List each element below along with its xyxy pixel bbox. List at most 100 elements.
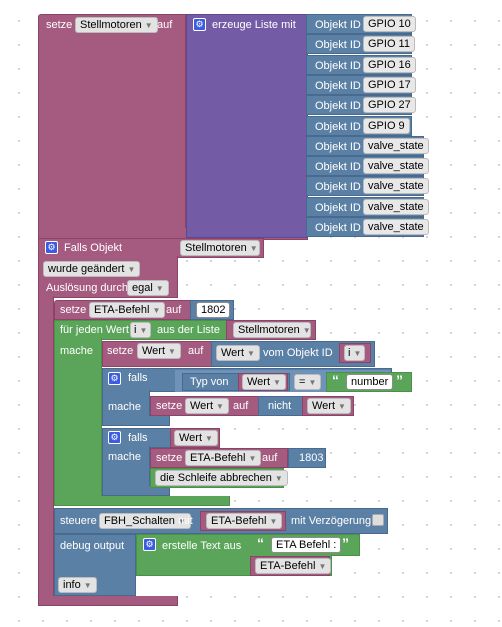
from-list-label: aus der Liste bbox=[157, 324, 220, 336]
close-quote-icon: ” bbox=[342, 535, 349, 551]
to-label: auf bbox=[188, 345, 204, 357]
string-field-number[interactable]: number bbox=[346, 374, 394, 390]
debug-level-dropdown[interactable]: info ▼ bbox=[58, 577, 97, 593]
object-id-value[interactable]: GPIO 11 bbox=[363, 36, 415, 53]
gear-icon[interactable]: ⚙ bbox=[193, 18, 206, 31]
delay-label: mit Verzögerung bbox=[291, 515, 372, 527]
eta-var-dropdown[interactable]: ETA-Befehl ▼ bbox=[89, 302, 166, 318]
object-id-label: Objekt ID bbox=[315, 181, 361, 194]
object-id-value[interactable]: valve_state bbox=[363, 158, 429, 175]
set-eta-dropdown[interactable]: ETA-Befehl ▼ bbox=[185, 450, 262, 466]
set-label: setze bbox=[60, 304, 87, 316]
object-id-block[interactable]: Objekt ID valve_state bbox=[306, 176, 429, 197]
from-object-label: vom Objekt ID bbox=[263, 347, 333, 359]
typeof-var-dropdown[interactable]: Wert ▼ bbox=[242, 374, 286, 390]
obj-var-dropdown[interactable]: i ▼ bbox=[344, 345, 366, 361]
object-id-label: Objekt ID bbox=[315, 79, 361, 92]
create-list-label: erzeuge Liste mit bbox=[212, 19, 296, 31]
object-id-label: Objekt ID bbox=[315, 120, 361, 133]
ack-label: Auslösung durch bbox=[46, 282, 128, 294]
object-id-block[interactable]: Objekt ID valve_state bbox=[306, 156, 429, 177]
control-var-dropdown[interactable]: ETA-Befehl ▼ bbox=[206, 513, 283, 529]
object-id-value[interactable]: GPIO 9 bbox=[363, 117, 410, 134]
object-id-block[interactable]: Objekt ID GPIO 17 bbox=[306, 74, 416, 95]
object-id-label: Objekt ID bbox=[315, 201, 361, 214]
object-id-block[interactable]: Objekt ID valve_state bbox=[306, 135, 429, 156]
if-block-1-bottom bbox=[102, 416, 170, 426]
set-variable-block-stellmotoren[interactable] bbox=[38, 14, 186, 238]
with-label: mit bbox=[178, 515, 193, 527]
object-id-value[interactable]: GPIO 17 bbox=[363, 76, 416, 93]
close-quote-icon: ” bbox=[396, 372, 403, 388]
get-value-dropdown[interactable]: Wert ▼ bbox=[216, 345, 260, 361]
object-id-label: Objekt ID bbox=[315, 140, 361, 153]
set-label: setze bbox=[46, 19, 73, 31]
number-field-1802[interactable]: 1802 bbox=[196, 302, 230, 318]
object-id-label: Objekt ID bbox=[315, 19, 361, 31]
object-id-block[interactable]: Objekt ID valve_state bbox=[306, 217, 429, 237]
gear-icon[interactable]: ⚙ bbox=[143, 538, 156, 551]
gear-icon[interactable]: ⚙ bbox=[108, 372, 121, 385]
if2-var-dropdown[interactable]: Wert ▼ bbox=[174, 430, 218, 446]
delay-checkbox[interactable] bbox=[372, 514, 384, 526]
if-label: falls bbox=[128, 372, 148, 384]
to-label: auf bbox=[262, 452, 278, 464]
object-id-block[interactable]: Objekt ID GPIO 11 bbox=[306, 34, 415, 55]
object-id-label: Objekt ID bbox=[315, 100, 361, 113]
object-id-block[interactable]: Objekt ID valve_state bbox=[306, 196, 429, 217]
object-id-label: Objekt ID bbox=[315, 59, 361, 72]
ack-dropdown[interactable]: egal ▼ bbox=[127, 280, 169, 296]
object-id-value[interactable]: GPIO 27 bbox=[363, 97, 416, 114]
loop-var-dropdown[interactable]: i ▼ bbox=[130, 322, 152, 338]
compare-op-dropdown[interactable]: = ▼ bbox=[294, 374, 322, 390]
object-id-value[interactable]: valve_state bbox=[363, 198, 429, 215]
object-id-block[interactable]: Objekt ID GPIO 16 bbox=[306, 54, 416, 75]
number-field-1803[interactable]: 1803 bbox=[294, 450, 324, 466]
set-label: setze bbox=[107, 345, 134, 357]
set-wert-dropdown[interactable]: Wert ▼ bbox=[185, 398, 229, 414]
trigger-title: Falls Objekt bbox=[64, 242, 123, 254]
text-field-eta-befehl[interactable]: ETA Befehl : bbox=[271, 537, 342, 553]
object-id-label: Objekt ID bbox=[315, 222, 361, 234]
typeof-label: Typ von bbox=[190, 376, 229, 388]
to-label: auf bbox=[166, 304, 182, 316]
object-id-block[interactable]: Objekt ID GPIO 27 bbox=[306, 95, 416, 116]
open-quote-icon: “ bbox=[332, 372, 339, 388]
object-id-block[interactable]: Objekt ID GPIO 10 bbox=[306, 14, 416, 34]
set-label: setze bbox=[156, 452, 183, 464]
not-var-dropdown[interactable]: Wert ▼ bbox=[307, 398, 351, 414]
create-list-block[interactable] bbox=[186, 14, 308, 238]
do-label: mache bbox=[108, 401, 142, 413]
gear-icon[interactable]: ⚙ bbox=[108, 431, 121, 444]
to-label: auf bbox=[157, 19, 173, 31]
foreach-left-rail bbox=[54, 338, 102, 498]
object-id-value[interactable]: GPIO 10 bbox=[363, 16, 416, 32]
object-id-value[interactable]: valve_state bbox=[363, 219, 429, 235]
object-id-value[interactable]: GPIO 16 bbox=[363, 56, 416, 73]
wert-var-dropdown[interactable]: Wert ▼ bbox=[137, 343, 181, 359]
trigger-changed-dropdown[interactable]: wurde geändert ▼ bbox=[43, 261, 141, 277]
variable-dropdown-stellmotoren[interactable]: Stellmotoren ▼ bbox=[75, 17, 158, 33]
gear-icon[interactable]: ⚙ bbox=[45, 241, 58, 254]
do-label: mache bbox=[60, 345, 94, 357]
do-label: mache bbox=[108, 451, 142, 463]
if-block-2-rail bbox=[102, 446, 150, 488]
object-id-block[interactable]: Objekt ID GPIO 9 bbox=[306, 115, 412, 136]
trigger-block-left-rail bbox=[38, 296, 54, 602]
control-label: steuere bbox=[60, 515, 97, 527]
control-object-dropdown[interactable]: FBH_Schalten ▼ bbox=[99, 513, 191, 529]
create-text-label: erstelle Text aus bbox=[162, 540, 242, 552]
set-label: setze bbox=[156, 400, 183, 412]
if-block-2-bottom bbox=[102, 486, 170, 496]
break-loop-dropdown[interactable]: die Schleife abbrechen ▼ bbox=[155, 470, 288, 486]
debug-var-dropdown[interactable]: ETA-Befehl ▼ bbox=[255, 558, 332, 574]
open-quote-icon: “ bbox=[257, 535, 264, 551]
list-var-dropdown[interactable]: Stellmotoren ▼ bbox=[233, 322, 311, 338]
object-id-value[interactable]: valve_state bbox=[363, 137, 429, 154]
object-id-value[interactable]: valve_state bbox=[363, 178, 429, 195]
object-id-label: Objekt ID bbox=[315, 161, 361, 174]
trigger-block-bottom bbox=[38, 596, 178, 606]
not-label: nicht bbox=[268, 400, 292, 412]
to-label: auf bbox=[233, 400, 249, 412]
trigger-object-dropdown[interactable]: Stellmotoren ▼ bbox=[180, 240, 260, 256]
